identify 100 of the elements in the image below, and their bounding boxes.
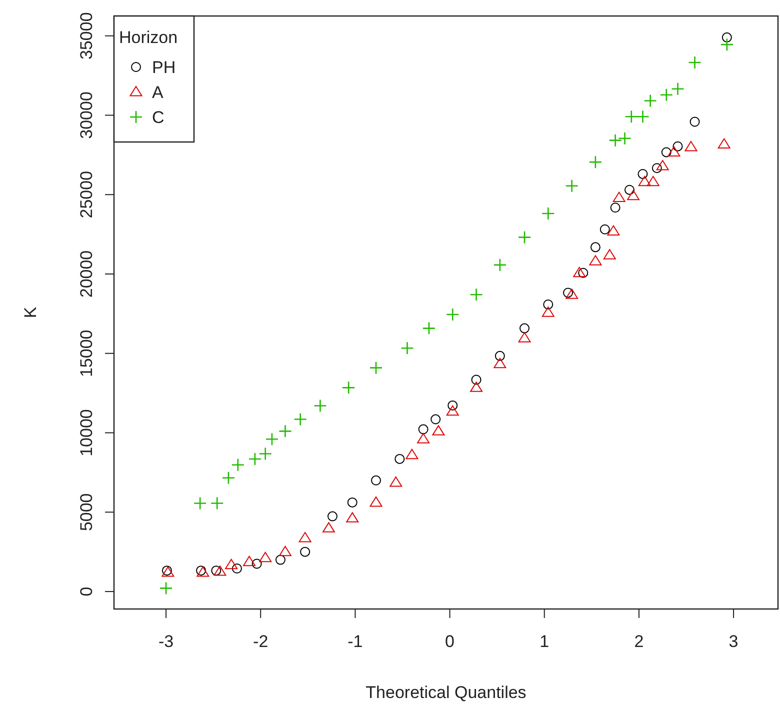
point: [258, 447, 272, 460]
point: [588, 155, 602, 169]
point: [603, 249, 616, 260]
point: [612, 192, 626, 202]
y-tick-label: 0: [77, 586, 96, 596]
point: [722, 32, 732, 42]
point: [624, 110, 638, 124]
x-tick-label: -1: [348, 632, 363, 651]
point: [671, 82, 684, 96]
point: [432, 425, 445, 436]
point: [196, 566, 206, 576]
point: [446, 405, 459, 416]
legend-label: C: [152, 108, 164, 127]
point: [446, 308, 460, 322]
legend-title: Horizon: [119, 28, 178, 47]
point: [618, 132, 632, 146]
point: [232, 564, 242, 574]
point: [298, 532, 312, 542]
point: [652, 163, 662, 174]
point: [636, 110, 650, 124]
legend-label: PH: [152, 58, 176, 77]
point: [470, 382, 483, 392]
point: [394, 454, 405, 464]
y-tick-label: 20000: [77, 250, 96, 298]
point: [369, 361, 383, 374]
point: [300, 546, 310, 557]
point: [688, 56, 702, 70]
point: [159, 582, 173, 595]
point: [720, 38, 734, 52]
point: [661, 147, 672, 158]
point: [656, 160, 669, 170]
point: [196, 566, 210, 577]
x-tick-label: -2: [253, 632, 268, 651]
point: [624, 184, 634, 195]
point: [718, 138, 730, 149]
point: [422, 322, 436, 335]
point: [668, 146, 680, 156]
point: [347, 497, 358, 508]
point: [565, 179, 578, 193]
point: [346, 512, 359, 522]
x-tick-label: -3: [158, 632, 174, 651]
point: [265, 432, 279, 446]
point: [542, 206, 555, 220]
point: [646, 176, 660, 186]
x-axis-title: Theoretical Quantiles: [366, 683, 526, 702]
point: [278, 424, 292, 438]
point: [494, 358, 506, 368]
point: [225, 558, 238, 570]
point: [660, 88, 674, 102]
point: [371, 475, 382, 486]
point: [644, 94, 657, 108]
x-tick-label: 2: [634, 632, 644, 651]
point: [243, 556, 256, 566]
y-tick-label: 5000: [77, 493, 96, 532]
y-tick-label: 15000: [77, 330, 96, 378]
point: [342, 381, 356, 394]
point: [590, 242, 600, 252]
point: [214, 566, 226, 576]
point: [600, 224, 610, 234]
point: [327, 511, 338, 522]
y-tick-label: 35000: [77, 12, 96, 60]
point: [418, 424, 428, 434]
y-tick-label: 30000: [77, 92, 96, 139]
point: [448, 400, 458, 410]
legend-label: A: [152, 83, 164, 102]
point: [471, 374, 482, 385]
point: [162, 566, 172, 576]
point: [494, 350, 505, 361]
point: [259, 552, 272, 562]
point: [278, 546, 292, 556]
point: [370, 496, 382, 507]
x-tick-label: 0: [445, 632, 455, 651]
point: [470, 288, 483, 302]
point: [222, 471, 236, 485]
point: [211, 566, 222, 576]
point: [520, 323, 530, 334]
x-tick-label: 1: [540, 632, 550, 651]
point: [417, 433, 430, 444]
point: [607, 225, 620, 236]
point: [390, 476, 402, 487]
point: [231, 458, 245, 472]
point: [578, 268, 588, 278]
point: [518, 230, 532, 244]
x-tick-label: 3: [728, 632, 738, 651]
point: [608, 134, 622, 147]
point: [543, 299, 554, 310]
point: [406, 448, 418, 460]
point: [248, 452, 262, 466]
point: [542, 306, 554, 317]
point: [322, 522, 335, 532]
point: [589, 255, 602, 266]
point: [193, 496, 207, 510]
point: [275, 554, 286, 565]
point: [684, 140, 698, 152]
point: [314, 399, 327, 412]
point: [573, 266, 586, 278]
y-tick-label: 25000: [77, 170, 96, 218]
point: [518, 332, 531, 342]
point: [400, 341, 414, 355]
point: [627, 190, 640, 200]
